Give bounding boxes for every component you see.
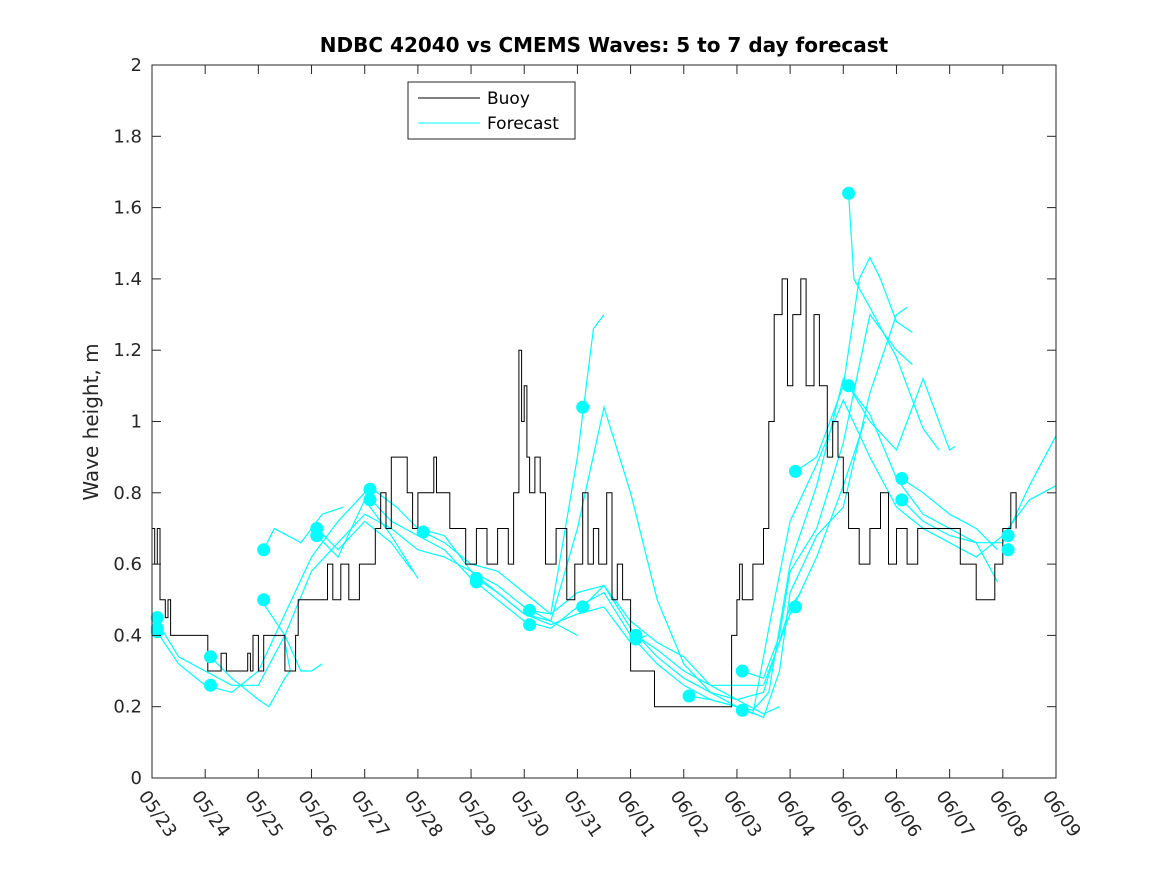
forecast-marker-10	[363, 482, 377, 496]
y-tick-label: 1.2	[113, 340, 142, 361]
forecast-line-4	[260, 599, 323, 672]
forecast-marker-25	[788, 600, 802, 614]
chart-title: NDBC 42040 vs CMEMS Waves: 5 to 7 day fo…	[320, 33, 889, 57]
forecast-marker-3	[150, 625, 164, 639]
forecast-line-17	[848, 193, 940, 451]
y-tick-label: 2	[131, 55, 142, 76]
forecast-marker-23	[735, 703, 749, 717]
x-tick-label: 05/25	[240, 787, 287, 842]
x-tick-label: 05/26	[293, 787, 340, 842]
forecast-line-5	[316, 520, 414, 572]
legend-label-forecast: Forecast	[487, 114, 559, 134]
y-tick-label: 1	[131, 412, 142, 433]
forecast-marker-1	[150, 611, 164, 625]
forecast-line-15	[742, 313, 913, 679]
x-tick-label: 06/08	[985, 787, 1032, 842]
forecast-line-14	[688, 306, 908, 719]
y-tick-label: 0.8	[113, 483, 142, 504]
forecast-marker-15	[523, 603, 537, 617]
x-tick-label: 06/06	[878, 787, 925, 842]
forecast-marker-16	[523, 618, 537, 632]
forecast-marker-28	[895, 472, 909, 485]
buoy-line	[152, 278, 1017, 708]
forecast-line-16	[795, 256, 913, 472]
x-tick-label: 06/02	[666, 787, 713, 842]
x-tick-label: 05/28	[400, 787, 447, 842]
forecast-line-7	[263, 506, 344, 551]
y-tick-label: 0.6	[113, 554, 142, 575]
x-tick-label: 05/31	[559, 787, 606, 842]
x-tick-label: 05/29	[453, 787, 500, 842]
legend-label-buoy: Buoy	[487, 89, 530, 109]
y-axis-title: Wave height, m	[79, 343, 103, 500]
forecast-marker-22	[735, 664, 749, 678]
y-tick-label: 0	[131, 768, 142, 789]
y-tick-label: 0.2	[113, 697, 142, 718]
forecast-marker-18	[576, 600, 590, 614]
legend-box	[407, 81, 576, 140]
forecast-marker-21	[682, 689, 696, 703]
forecast-marker-12	[416, 525, 430, 539]
x-tick-label: 05/27	[347, 787, 394, 842]
forecast-line-10	[476, 577, 647, 644]
y-tick-label: 1.8	[113, 126, 142, 147]
y-tick-label: 1.6	[113, 198, 142, 219]
forecast-marker-27	[842, 379, 856, 393]
forecast-marker-24	[788, 464, 802, 478]
legend: Buoy Forecast	[407, 81, 576, 140]
forecast-marker-5	[204, 678, 217, 692]
forecast-line-20	[848, 376, 956, 452]
forecast-line-1	[154, 398, 1057, 715]
forecast-marker-30	[1001, 529, 1015, 543]
forecast-marker-6	[257, 543, 271, 557]
forecast-line-19	[901, 499, 999, 583]
forecast-line-9	[422, 314, 605, 616]
forecast-marker-9	[310, 529, 324, 543]
forecast-line-18	[901, 478, 998, 551]
x-tick-label: 06/01	[612, 787, 659, 842]
y-tick-label: 0.4	[113, 625, 142, 646]
x-tick-label: 06/09	[1038, 787, 1085, 842]
forecast-marker-29	[895, 493, 909, 507]
x-tick-label: 05/23	[134, 787, 181, 842]
plot-area	[152, 65, 1056, 778]
x-tick-label: 06/03	[719, 787, 766, 842]
x-tick-label: 05/30	[506, 787, 553, 842]
forecast-marker-7	[257, 593, 271, 607]
x-tick-label: 05/24	[187, 787, 234, 842]
y-tick-label: 1.4	[113, 269, 142, 290]
forecast-marker-17	[576, 400, 590, 414]
forecast-marker-31	[1001, 543, 1015, 557]
forecast-marker-20	[629, 632, 643, 646]
x-tick-label: 06/05	[825, 787, 872, 842]
forecast-marker-26	[842, 186, 856, 200]
forecast-line-8	[372, 488, 578, 636]
forecast-marker-14	[469, 575, 483, 589]
forecast-marker-11	[363, 493, 377, 507]
x-tick-label: 06/07	[932, 787, 979, 842]
forecast-marker-4	[204, 650, 217, 664]
x-tick-label: 06/04	[772, 787, 819, 842]
